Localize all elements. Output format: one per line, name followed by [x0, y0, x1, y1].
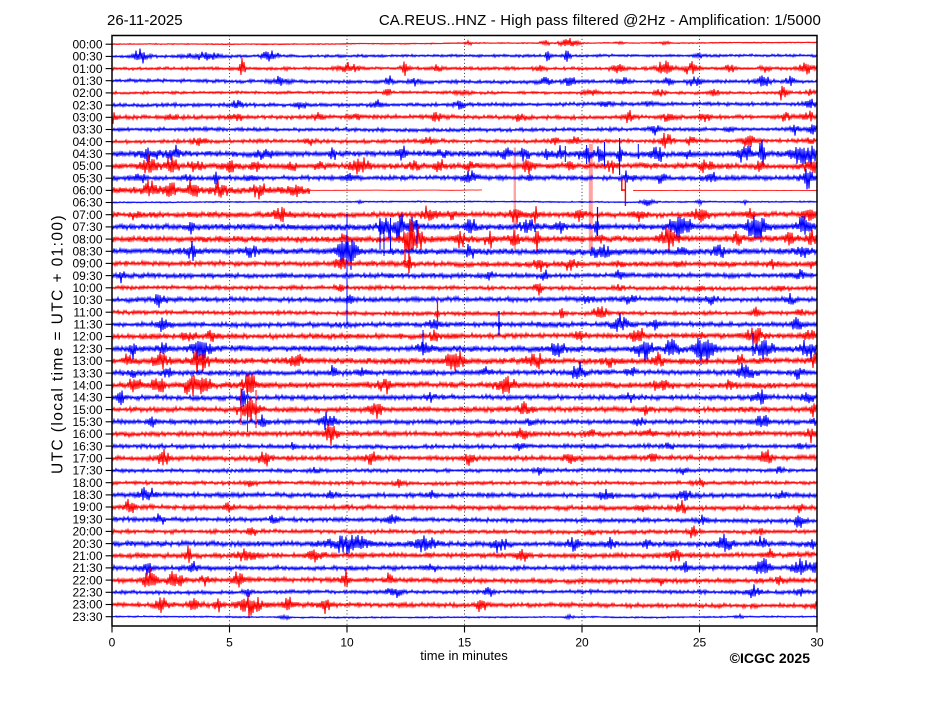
svg-text:23:00: 23:00	[72, 598, 102, 612]
svg-text:18:30: 18:30	[72, 488, 102, 502]
svg-text:02:30: 02:30	[72, 98, 102, 112]
svg-text:15:00: 15:00	[72, 403, 102, 417]
svg-text:12:00: 12:00	[72, 330, 102, 344]
svg-text:02:00: 02:00	[72, 86, 102, 100]
svg-text:30: 30	[810, 636, 824, 650]
svg-text:time in minutes: time in minutes	[420, 648, 508, 663]
svg-text:20: 20	[575, 636, 589, 650]
svg-text:15: 15	[458, 636, 472, 650]
svg-text:06:30: 06:30	[72, 196, 102, 210]
svg-text:08:30: 08:30	[72, 245, 102, 259]
svg-text:05:30: 05:30	[72, 171, 102, 185]
svg-text:19:00: 19:00	[72, 500, 102, 514]
svg-text:10:30: 10:30	[72, 293, 102, 307]
svg-text:13:30: 13:30	[72, 366, 102, 380]
svg-text:12:30: 12:30	[72, 342, 102, 356]
svg-text:11:30: 11:30	[73, 318, 102, 332]
svg-text:23:30: 23:30	[72, 610, 102, 624]
svg-text:14:30: 14:30	[72, 391, 102, 405]
svg-text:07:00: 07:00	[72, 208, 102, 222]
svg-text:00:30: 00:30	[72, 50, 102, 64]
svg-text:25: 25	[693, 636, 707, 650]
svg-text:03:30: 03:30	[72, 123, 102, 137]
svg-text:20:00: 20:00	[72, 525, 102, 539]
svg-text:20:30: 20:30	[72, 537, 102, 551]
svg-text:©ICGC 2025: ©ICGC 2025	[730, 650, 811, 666]
svg-text:01:30: 01:30	[72, 74, 102, 88]
svg-text:21:00: 21:00	[72, 549, 102, 563]
svg-text:22:30: 22:30	[72, 586, 102, 600]
svg-text:13:00: 13:00	[72, 354, 102, 368]
svg-text:04:30: 04:30	[72, 147, 102, 161]
svg-text:10: 10	[340, 636, 354, 650]
svg-text:01:00: 01:00	[72, 62, 102, 76]
svg-text:05:00: 05:00	[72, 159, 102, 173]
svg-text:CA.REUS..HNZ - High pass filte: CA.REUS..HNZ - High pass filtered @2Hz -…	[379, 12, 821, 29]
svg-text:21:30: 21:30	[72, 561, 102, 575]
svg-text:03:00: 03:00	[72, 111, 102, 125]
svg-text:09:30: 09:30	[72, 269, 102, 283]
svg-text:00:00: 00:00	[72, 37, 102, 51]
svg-text:14:00: 14:00	[72, 378, 102, 392]
svg-text:10:00: 10:00	[72, 281, 102, 295]
svg-text:15:30: 15:30	[72, 415, 102, 429]
svg-text:16:30: 16:30	[72, 439, 102, 453]
svg-text:19:30: 19:30	[72, 512, 102, 526]
svg-text:07:30: 07:30	[72, 220, 102, 234]
svg-text:17:30: 17:30	[72, 464, 102, 478]
svg-text:06:00: 06:00	[72, 184, 102, 198]
svg-text:UTC (local time = UTC + 01:00): UTC (local time = UTC + 01:00)	[50, 214, 67, 474]
svg-text:08:00: 08:00	[72, 232, 102, 246]
svg-text:5: 5	[226, 636, 233, 650]
svg-text:18:00: 18:00	[72, 476, 102, 490]
svg-text:04:00: 04:00	[72, 135, 102, 149]
svg-text:22:00: 22:00	[72, 573, 102, 587]
svg-text:17:00: 17:00	[72, 452, 102, 466]
svg-text:0: 0	[109, 636, 116, 650]
svg-text:09:00: 09:00	[72, 257, 102, 271]
svg-text:26-11-2025: 26-11-2025	[107, 12, 183, 29]
svg-text:11:00: 11:00	[73, 305, 102, 319]
svg-text:16:00: 16:00	[72, 427, 102, 441]
